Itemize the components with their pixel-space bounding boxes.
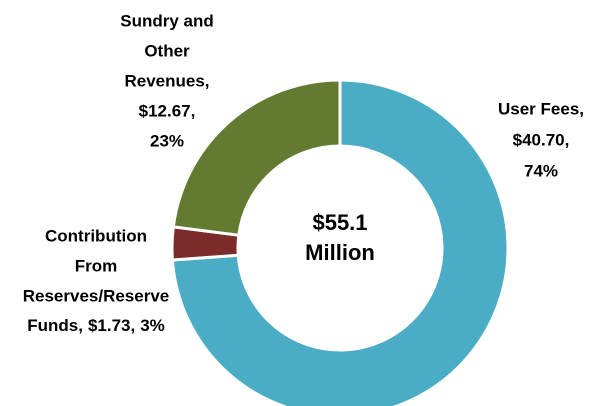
percent-label: 74% (524, 161, 558, 180)
slice-label: Funds, $1.73, 3% (27, 316, 165, 335)
category-label: Funds, (27, 316, 83, 335)
value-label: $1.73, (88, 316, 135, 335)
category-label: Reserves/Reserve (23, 286, 170, 305)
category-label: Sundry and (120, 11, 214, 30)
center-label: $55.1 (312, 210, 367, 235)
value-label: $12.67, (139, 101, 196, 120)
category-label: User Fees, (498, 99, 584, 118)
donut-slice (171, 78, 342, 237)
value-label: $40.70, (513, 130, 570, 149)
percent-label: 23% (150, 131, 184, 150)
percent-label: 3% (140, 316, 165, 335)
category-label: From (75, 256, 118, 275)
category-label: Other (144, 41, 190, 60)
category-label: Contribution (45, 226, 147, 245)
center-label: Million (305, 240, 375, 265)
category-label: Revenues, (124, 71, 209, 90)
donut-slice (170, 78, 510, 406)
